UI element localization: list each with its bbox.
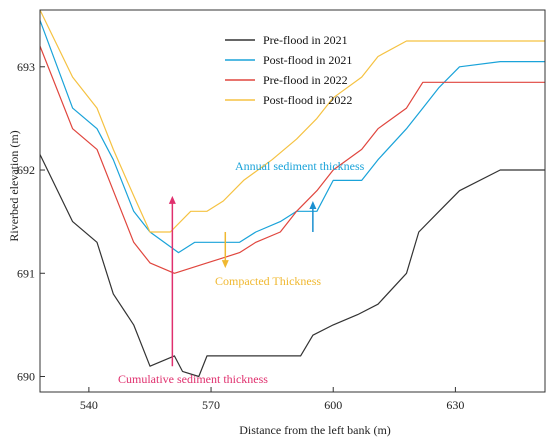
series-line-2 [39, 45, 545, 274]
y-tick-label-0: 690 [17, 370, 35, 384]
plot-frame [39, 9, 546, 393]
y-axis-title: Riverbed elevation (m) [7, 130, 21, 241]
legend: Pre-flood in 2021 Post-flood in 2021 Pre-f… [225, 33, 352, 107]
series-layer [39, 9, 545, 378]
series-line-1 [39, 20, 545, 254]
x-axis-title: Distance from the left bank (m) [239, 423, 391, 437]
x-tick-label-1: 570 [202, 398, 220, 412]
legend-label-1: Post-flood in 2021 [263, 53, 352, 67]
series-line-0 [39, 154, 545, 378]
y-tick-label-2: 692 [17, 163, 35, 177]
legend-label-2: Pre-flood in 2022 [263, 73, 348, 87]
y-tick-label-3: 693 [17, 60, 35, 74]
arrow-cumulative-head [168, 195, 176, 204]
x-tick-label-0: 540 [80, 398, 98, 412]
x-tick-label-2: 600 [324, 398, 342, 412]
y-tick-label-1: 691 [17, 266, 35, 280]
annotation-annual-sediment-thickness: Annual sediment thickness [235, 159, 365, 173]
annotation-cumulative-sediment-thickness: Cumulative sediment thickness [118, 372, 268, 386]
series-line-3 [39, 9, 545, 233]
x-tick-label-3: 630 [446, 398, 464, 412]
annotation-arrows [168, 195, 317, 367]
axis-layer: 540 570 600 630 690 691 692 693 [17, 60, 464, 412]
legend-label-3: Post-flood in 2022 [263, 93, 352, 107]
arrow-compacted-head [221, 260, 229, 269]
arrow-annual-head [309, 201, 317, 209]
annotation-compacted-thickness: Compacted Thickness [215, 274, 321, 288]
legend-label-0: Pre-flood in 2021 [263, 33, 348, 47]
